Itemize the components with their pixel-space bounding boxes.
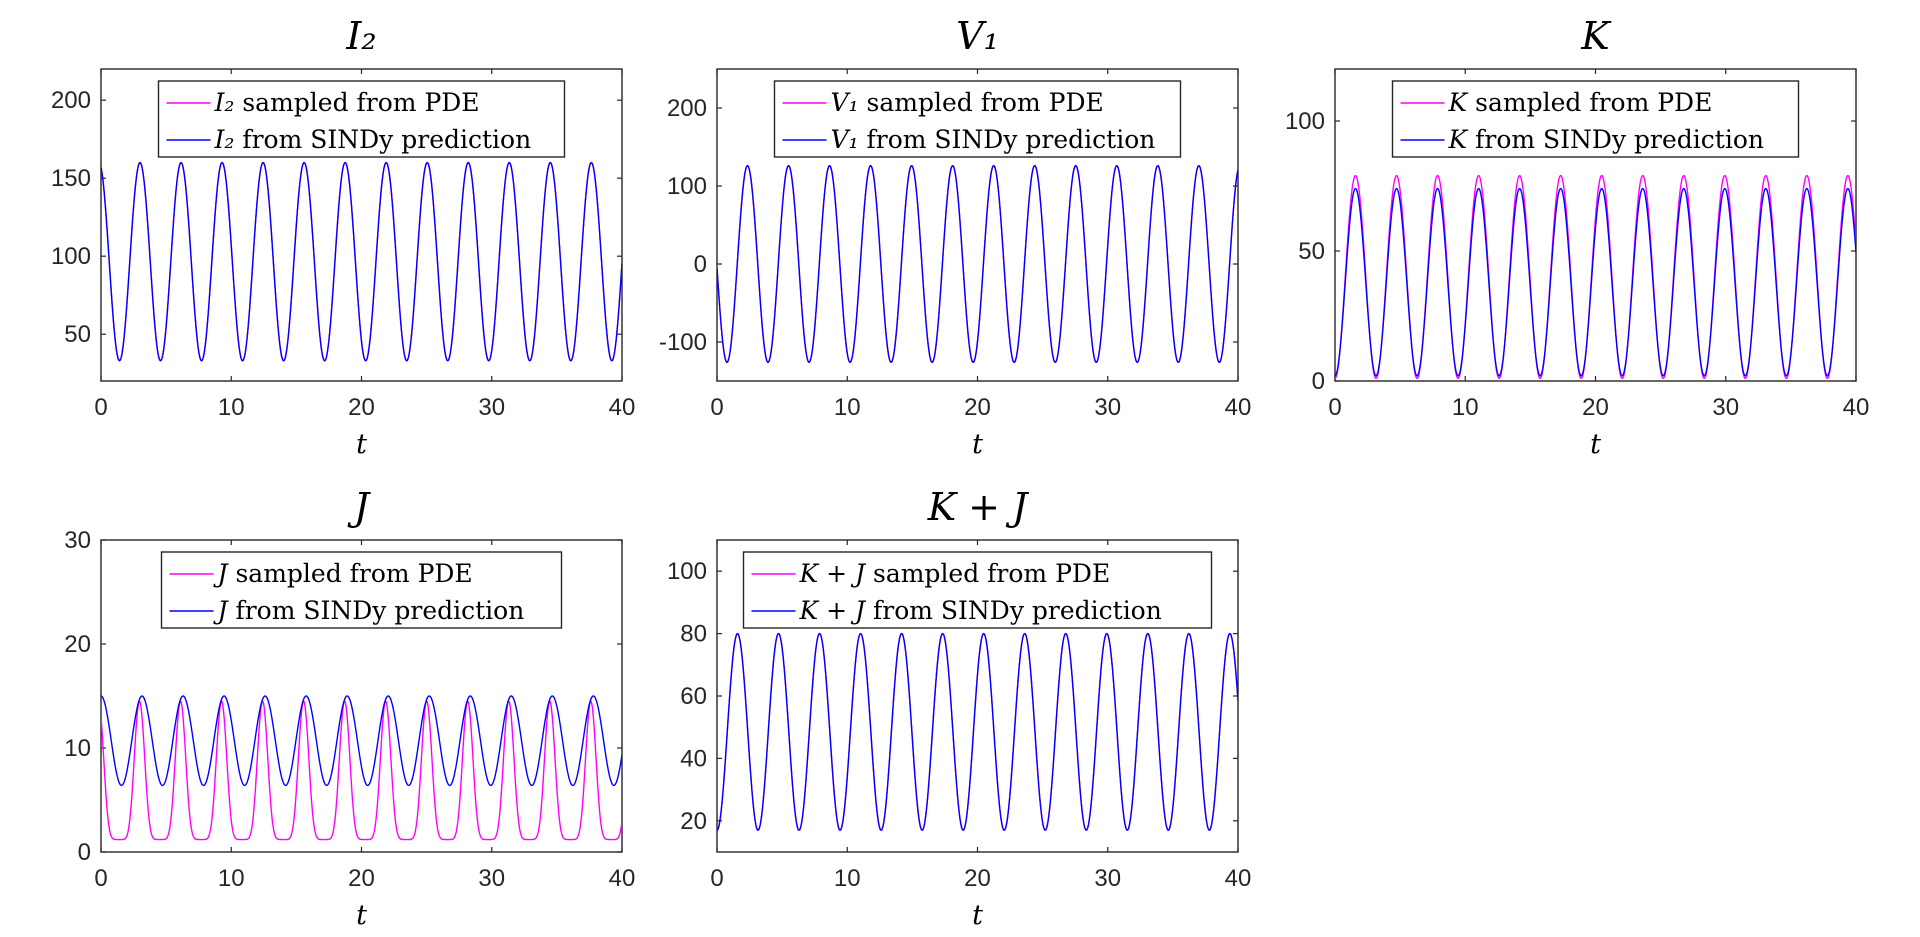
x-tick-label: 30 [1094,865,1121,892]
legend: J sampled from PDE J from SINDy predictio… [160,551,563,629]
y-tick-label: 0 [78,839,91,866]
x-tick-label: 40 [1225,865,1252,892]
series-line-sindy [1335,187,1856,377]
chart-3: 0 10 20 30 40 0 10 20 30 Jt J sampled from PDE J fr… [64,485,635,931]
y-tick-label: -100 [659,329,707,356]
series-line-pde [101,700,622,841]
y-tick-label: 30 [64,527,91,554]
x-tick-label: 10 [1452,394,1479,421]
y-tick-label: 200 [51,87,91,114]
legend-entry: V₁ sampled from PDE [831,88,1104,117]
legend-entry: K + J sampled from PDE [799,559,1111,588]
x-tick-label: 20 [348,394,375,421]
legend: I₂ sampled from PDE I₂ from SINDy predict… [157,80,566,158]
x-tick-label: 30 [478,394,505,421]
legend-entry: K sampled from PDE [1448,88,1713,117]
series-line-sindy [717,164,1238,364]
legend-entry: J from SINDy prediction [213,596,525,625]
x-tick-label: 40 [1225,394,1252,421]
legend-box [157,80,566,158]
y-tick-label: 0 [694,251,707,278]
x-tick-label: 0 [710,394,723,421]
legend-entry: I₂ from SINDy prediction [214,125,532,154]
x-tick-label: 20 [964,394,991,421]
series-line-sindy [101,161,622,362]
chart-4: 0 10 20 30 40 20 40 60 80 100 K + J t K + J sampled … [667,485,1251,931]
y-tick-label: 100 [1285,108,1325,135]
x-axis-label: t [1590,429,1601,460]
y-tick-label: 80 [680,621,707,648]
chart-title: K [1580,14,1612,58]
x-tick-label: 40 [609,865,636,892]
x-tick-label: 0 [94,394,107,421]
legend-entry: V₁ from SINDy prediction [831,125,1156,154]
y-tick-label: 10 [64,735,91,762]
x-tick-label: 10 [834,394,861,421]
legend-entry: I₂ sampled from PDE [214,88,480,117]
x-tick-label: 30 [478,865,505,892]
series-line-sindy [101,695,622,787]
legend-box [160,551,563,629]
x-tick-label: 30 [1094,394,1121,421]
x-axis-label: t [972,429,983,460]
legend: K sampled from PDE K from SINDy predictio… [1391,80,1800,158]
chart-title: I₂ [345,14,376,58]
legend-box [773,80,1182,158]
x-tick-label: 10 [834,865,861,892]
y-tick-label: 50 [1298,238,1325,265]
y-tick-label: 40 [680,745,707,772]
x-axis-label: t [356,429,367,460]
chart-title: V₁ [956,14,999,58]
y-tick-label: 100 [667,173,707,200]
x-axis-label: t [972,900,983,931]
legend-entry: K from SINDy prediction [1448,125,1764,154]
chart-title: K + J [927,485,1029,529]
x-axis-label: t [356,900,367,931]
y-tick-label: 100 [51,243,91,270]
x-tick-label: 40 [1843,394,1870,421]
y-tick-label: 20 [680,808,707,835]
y-tick-label: 50 [64,321,91,348]
chart-title: J [347,485,371,529]
y-tick-label: 100 [667,558,707,585]
x-tick-label: 20 [964,865,991,892]
x-tick-label: 40 [609,394,636,421]
y-tick-label: 20 [64,631,91,658]
chart-2: 0 10 20 30 40 0 50 100 Kt K sampled from PDE K fro… [1285,14,1869,460]
x-tick-label: 20 [1582,394,1609,421]
legend: K + J sampled from PDE K + J from SINDy p… [742,551,1213,629]
y-tick-label: 150 [51,165,91,192]
series-line-sindy [717,632,1238,831]
x-tick-label: 0 [710,865,723,892]
x-tick-label: 10 [218,394,245,421]
chart-1: 0 10 20 30 40 -100 0 100 200 V₁ t V₁ sampled from P… [659,14,1251,460]
x-tick-label: 10 [218,865,245,892]
x-tick-label: 0 [1328,394,1341,421]
x-tick-label: 30 [1712,394,1739,421]
x-tick-label: 0 [94,865,107,892]
legend-box [1391,80,1800,158]
legend-entry: K + J from SINDy prediction [799,596,1162,625]
legend-entry: J sampled from PDE [213,559,473,588]
chart-0: 0 10 20 30 40 50 100 150 200 I₂ t I₂ sampled from P… [51,14,635,460]
y-tick-label: 60 [680,683,707,710]
legend-box [742,551,1213,629]
x-tick-label: 20 [348,865,375,892]
y-tick-label: 0 [1312,368,1325,395]
legend: V₁ sampled from PDE V₁ from SINDy predict… [773,80,1182,158]
y-tick-label: 200 [667,95,707,122]
